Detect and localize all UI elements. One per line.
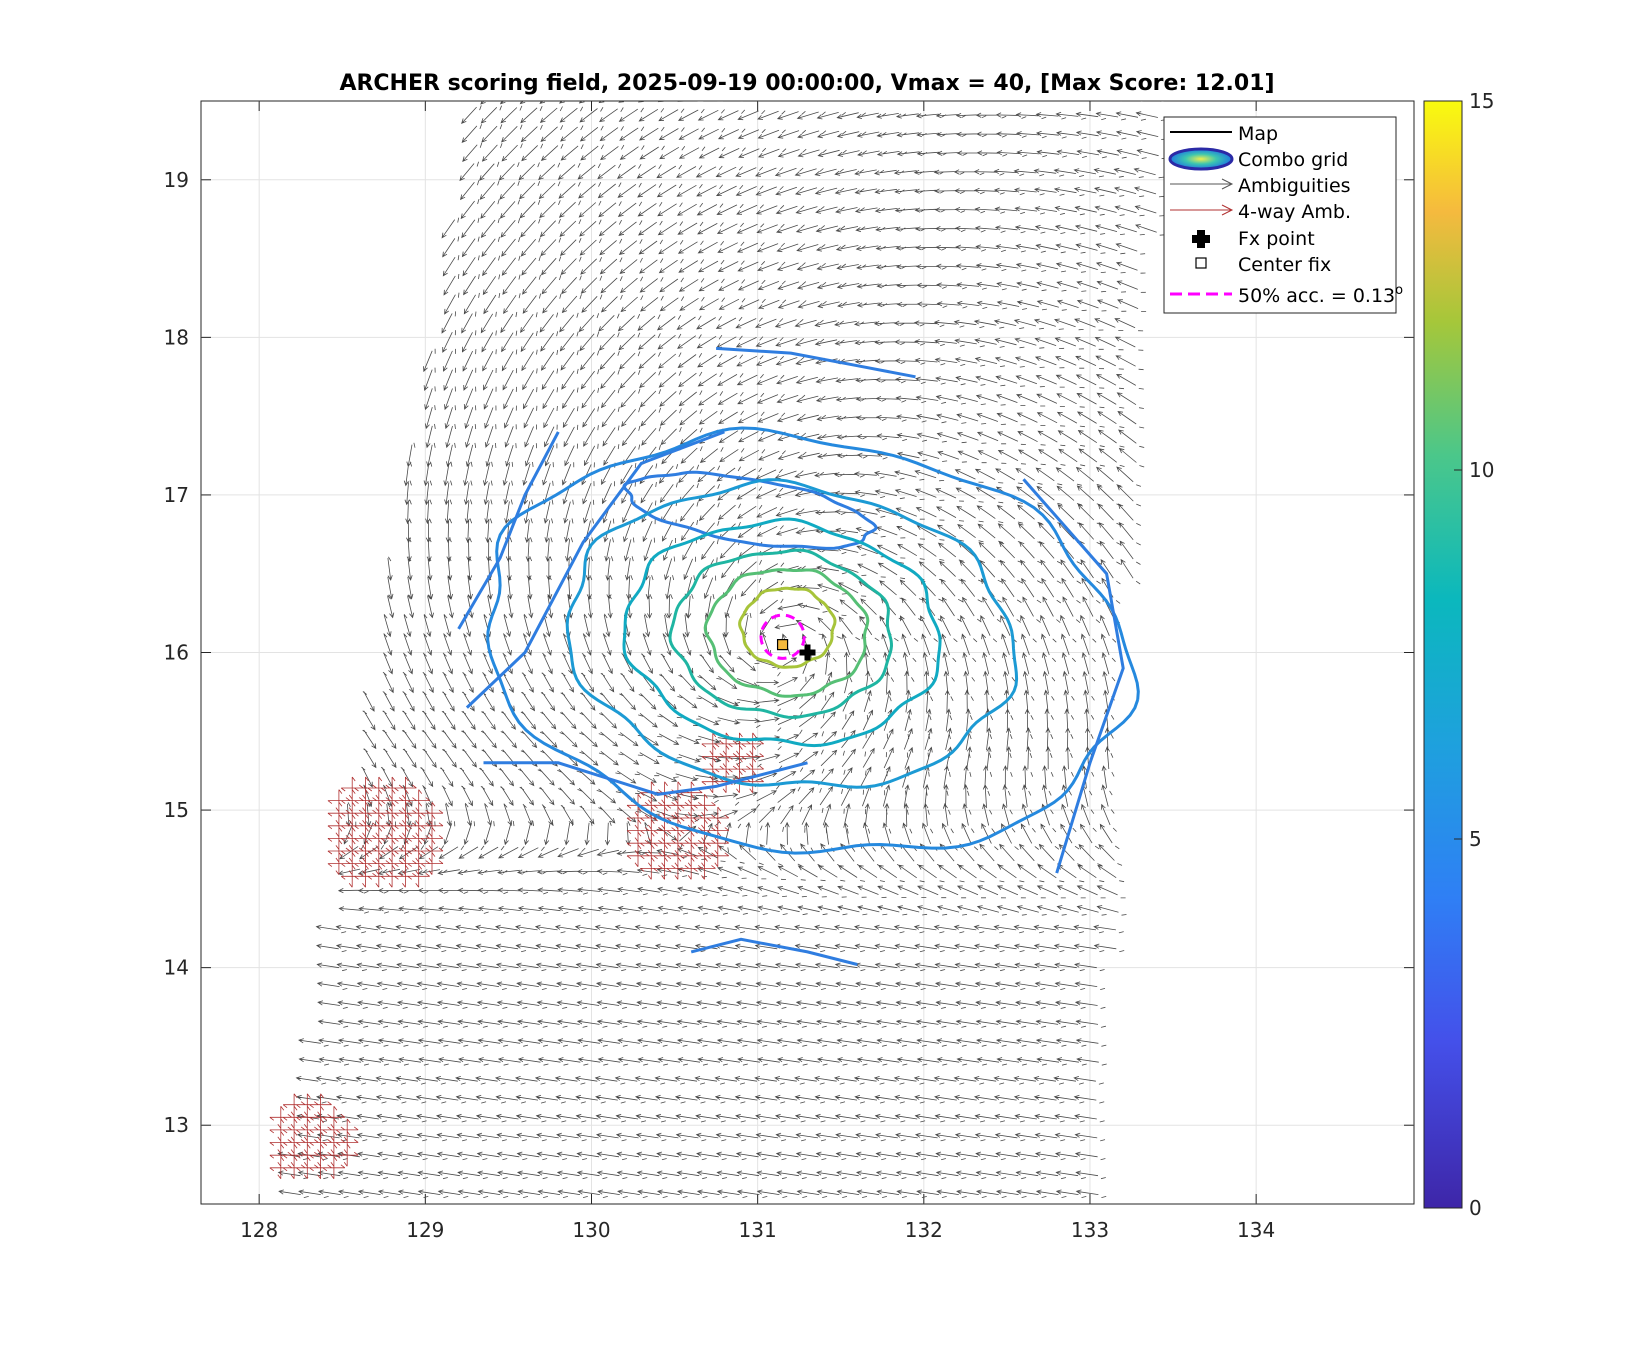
legend-label-ambiguities: Ambiguities: [1238, 175, 1351, 197]
chart-title: ARCHER scoring field, 2025-09-19 00:00:0…: [339, 71, 1274, 96]
score-contour-6: [565, 478, 1019, 789]
x-tick-label: 128: [240, 1218, 278, 1242]
score-contour-8: [668, 548, 894, 719]
colorbar: [1423, 100, 1463, 1209]
legend-4way-arrow-icon: [1170, 204, 1234, 216]
y-tick-label: 15: [164, 798, 189, 822]
score-contour-fragment: [716, 346, 916, 379]
score-contour-9: [703, 568, 870, 698]
ambiguity-arrow-field: [277, 101, 1167, 1198]
y-tick-label: 19: [164, 168, 189, 192]
four-way-arrow-patch: [269, 732, 764, 1180]
y-tick-label: 18: [164, 325, 189, 349]
center-fix-marker: [776, 639, 789, 651]
legend-label-map: Map: [1238, 123, 1278, 145]
score-contour-fragment: [483, 761, 808, 796]
center-markers: [759, 613, 816, 661]
legend-fx-plus-icon: [1192, 230, 1210, 248]
accuracy-circle: [759, 613, 806, 660]
legend-ambiguities-arrow-icon: [1170, 178, 1234, 190]
x-tick-label: 132: [905, 1218, 943, 1242]
fx-point-marker: [799, 644, 816, 661]
legend-label-4way: 4-way Amb.: [1238, 201, 1351, 223]
legend-label-center: Center fix: [1238, 254, 1331, 276]
y-tick-label: 13: [164, 1113, 189, 1137]
legend: Map Combo grid Ambiguities 4-way Amb. Fx…: [1163, 116, 1403, 314]
legend-combo-grid-icon: [1168, 147, 1234, 171]
legend-center-square-icon: [1195, 257, 1207, 269]
y-tick-labels: 13 14 15 16 17 18 19: [164, 168, 189, 1137]
x-tick-label: 133: [1071, 1218, 1109, 1242]
y-tick-label: 16: [164, 641, 189, 665]
score-contour-fragment: [690, 937, 858, 966]
legend-label-acc: 50% acc. = 0.13o: [1238, 283, 1403, 307]
x-tick-label: 131: [739, 1218, 777, 1242]
x-tick-labels: 128 129 130 131 132 133 134: [240, 1218, 1275, 1242]
y-tick-label: 17: [164, 483, 189, 507]
x-tick-label: 134: [1237, 1218, 1275, 1242]
score-contour-4.5: [622, 470, 878, 550]
wind-ambiguity-arrows: [277, 101, 1167, 1198]
score-contour-7: [622, 517, 942, 748]
four-way-ambiguity-arrows: [269, 732, 764, 1180]
legend-label-fx: Fx point: [1238, 228, 1315, 250]
x-tick-label: 129: [406, 1218, 444, 1242]
grid: [201, 101, 1414, 1204]
legend-label-combo: Combo grid: [1238, 149, 1348, 171]
score-contour-5: [486, 426, 1140, 855]
score-contour-fragment: [465, 430, 725, 709]
colorbar-tick-label: 10: [1469, 458, 1494, 482]
colorbar-tick-label: 5: [1469, 827, 1482, 851]
x-tick-label: 130: [572, 1218, 610, 1242]
score-contour-fragment: [457, 431, 560, 630]
y-tick-label: 14: [164, 956, 189, 980]
colorbar-tick-label: 15: [1469, 89, 1494, 113]
colorbar-tick-label: 0: [1469, 1196, 1482, 1220]
colorbar-tick-labels: 0 5 10 15: [1454, 89, 1494, 1220]
score-contour-fragment: [1022, 478, 1125, 874]
score-contours: [457, 346, 1140, 966]
